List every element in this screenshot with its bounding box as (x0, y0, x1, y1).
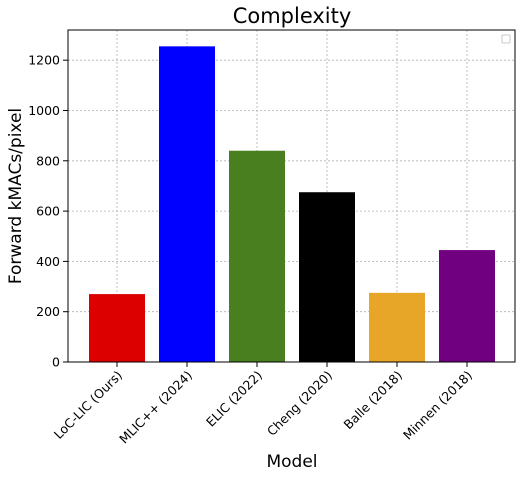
x-tick-label: MLIC++ (2024) (116, 368, 195, 447)
x-axis-label: Model (266, 452, 317, 472)
x-tick-label: Minnen (2018) (400, 368, 475, 443)
chart-title: Complexity (233, 4, 352, 28)
y-tick-label: 400 (36, 254, 60, 269)
x-tick-label: ELIC (2022) (203, 368, 265, 430)
legend-box (501, 34, 511, 44)
y-tick-label: 600 (36, 204, 60, 219)
plot-frame (67, 29, 516, 363)
x-tick-label: Balle (2018) (340, 368, 405, 433)
y-tick-label: 1000 (28, 103, 60, 118)
x-axis-ticks: LoC-LIC (Ours)MLIC++ (2024) ELIC (2022)Ch… (51, 362, 475, 446)
bar (159, 46, 215, 363)
bar (89, 294, 145, 362)
bars (89, 46, 495, 363)
y-tick-label: 1200 (28, 53, 60, 68)
y-axis-label: Forward kMACs/pixel (6, 108, 26, 284)
y-tick-label: 0 (52, 355, 60, 370)
x-tick-label: Cheng (2020) (264, 368, 335, 439)
bar (439, 250, 495, 362)
bar (229, 150, 285, 362)
y-tick-label: 800 (36, 153, 60, 168)
x-tick-label: LoC-LIC (Ours) (51, 368, 125, 442)
bar (299, 192, 355, 362)
y-tick-label: 200 (36, 304, 60, 319)
bar (369, 292, 425, 362)
y-axis-ticks: 0 200 400 600 800 1000 1200 (28, 53, 68, 370)
